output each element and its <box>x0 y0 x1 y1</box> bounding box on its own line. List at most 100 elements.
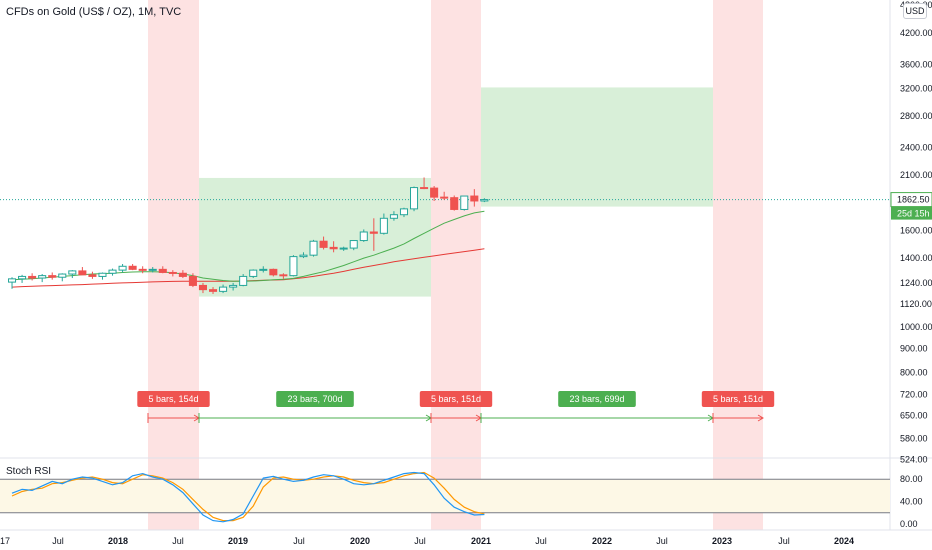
candle <box>369 218 378 251</box>
candle-body <box>399 208 409 216</box>
candle <box>38 274 47 283</box>
rsi-tick-0: 80.00 <box>900 474 923 484</box>
price-tick-1: 3600.00 <box>900 60 932 70</box>
price-tick-16: 524.00 <box>900 454 928 464</box>
candle <box>410 186 419 212</box>
candle-body <box>480 199 489 202</box>
candle-body <box>389 214 398 219</box>
green-zone-1 <box>199 177 431 297</box>
candle <box>158 266 167 274</box>
candle-body <box>269 268 278 276</box>
range-label-5: 5 bars, 151d <box>713 394 763 404</box>
candle <box>28 273 37 281</box>
candle-body <box>349 240 358 249</box>
candle <box>460 195 469 211</box>
rsi-k-line <box>11 471 485 523</box>
price-tick-11: 900.00 <box>900 344 928 354</box>
candle-body <box>309 240 318 256</box>
rsi-d-line <box>11 471 485 522</box>
candle <box>188 273 197 288</box>
price-tick-2: 3200.00 <box>900 84 932 94</box>
candle-body <box>188 275 197 286</box>
candle <box>279 273 288 279</box>
candle <box>239 274 248 287</box>
candle <box>379 213 388 235</box>
candle <box>118 264 127 273</box>
candle <box>349 240 358 251</box>
price-tick-12: 800.00 <box>900 368 928 378</box>
green-zone-2 <box>481 87 713 207</box>
candle <box>269 268 278 277</box>
candle-body <box>379 217 388 234</box>
candle <box>18 274 27 283</box>
candle <box>138 266 147 274</box>
time-label-2: 2018 <box>108 536 128 546</box>
candle <box>178 270 187 279</box>
stoch-rsi-title: Stoch RSI <box>6 466 52 477</box>
candle-body <box>198 284 207 291</box>
time-label-0: 17 <box>0 536 10 546</box>
candle-body <box>38 275 47 279</box>
candle-body <box>58 273 67 278</box>
time-label-12: 2023 <box>712 536 732 546</box>
red-zone-1 <box>148 0 199 530</box>
candle-body <box>460 195 469 210</box>
currency-button[interactable]: USD <box>903 3 927 19</box>
time-label-11: Jul <box>656 536 668 546</box>
time-label-4: 2019 <box>228 536 248 546</box>
candle-body <box>279 274 288 277</box>
candle <box>58 273 67 282</box>
candle-body <box>219 286 228 292</box>
candle-body <box>299 254 308 258</box>
candle <box>339 246 348 251</box>
candle-body <box>118 265 127 271</box>
candle <box>299 252 308 259</box>
candle <box>430 186 439 201</box>
price-tick-4: 2400.00 <box>900 143 932 153</box>
range-label-box-3 <box>419 391 493 407</box>
range-label-box-5 <box>701 391 775 407</box>
candle-body <box>430 187 439 198</box>
ma-fast-line <box>11 210 485 282</box>
candle-body <box>8 278 17 283</box>
red-zone-2 <box>431 0 481 530</box>
price-tick-3: 2800.00 <box>900 111 932 121</box>
time-label-7: Jul <box>414 536 426 546</box>
candle-body <box>168 271 177 274</box>
candle-body <box>339 247 348 250</box>
candle <box>480 198 489 203</box>
candle <box>98 272 107 280</box>
candle-body <box>410 187 419 210</box>
candle-body <box>108 269 117 274</box>
candle-body <box>18 275 27 280</box>
candle-body <box>239 275 248 286</box>
range-label-1: 5 bars, 154d <box>148 394 198 404</box>
time-label-6: 2020 <box>350 536 370 546</box>
candle-body <box>329 246 338 250</box>
rsi-band-fill <box>0 479 890 513</box>
price-tick-10: 1000.00 <box>900 322 932 332</box>
rsi-tick-1: 40.00 <box>900 497 923 507</box>
price-tick-9: 1120.00 <box>900 299 932 309</box>
candle-body <box>68 270 77 275</box>
candle-body <box>28 275 37 279</box>
candle <box>249 269 258 279</box>
candle <box>319 236 328 250</box>
countdown-label: 25d 15h <box>897 209 930 219</box>
candle-body <box>289 256 298 277</box>
price-tick-14: 650.00 <box>900 410 928 420</box>
price-tick-13: 720.00 <box>900 389 928 399</box>
range-arrow-head-5 <box>757 414 764 422</box>
candle <box>329 241 338 253</box>
candle-body <box>178 272 187 277</box>
candle-body <box>209 289 218 292</box>
candle-body <box>450 197 459 210</box>
candle <box>108 268 117 276</box>
price-tick-8: 1240.00 <box>900 278 932 288</box>
candle <box>128 264 137 271</box>
range-label-box-1 <box>137 391 210 407</box>
candle <box>470 189 479 207</box>
candle-body <box>259 268 268 271</box>
candle <box>168 270 177 277</box>
